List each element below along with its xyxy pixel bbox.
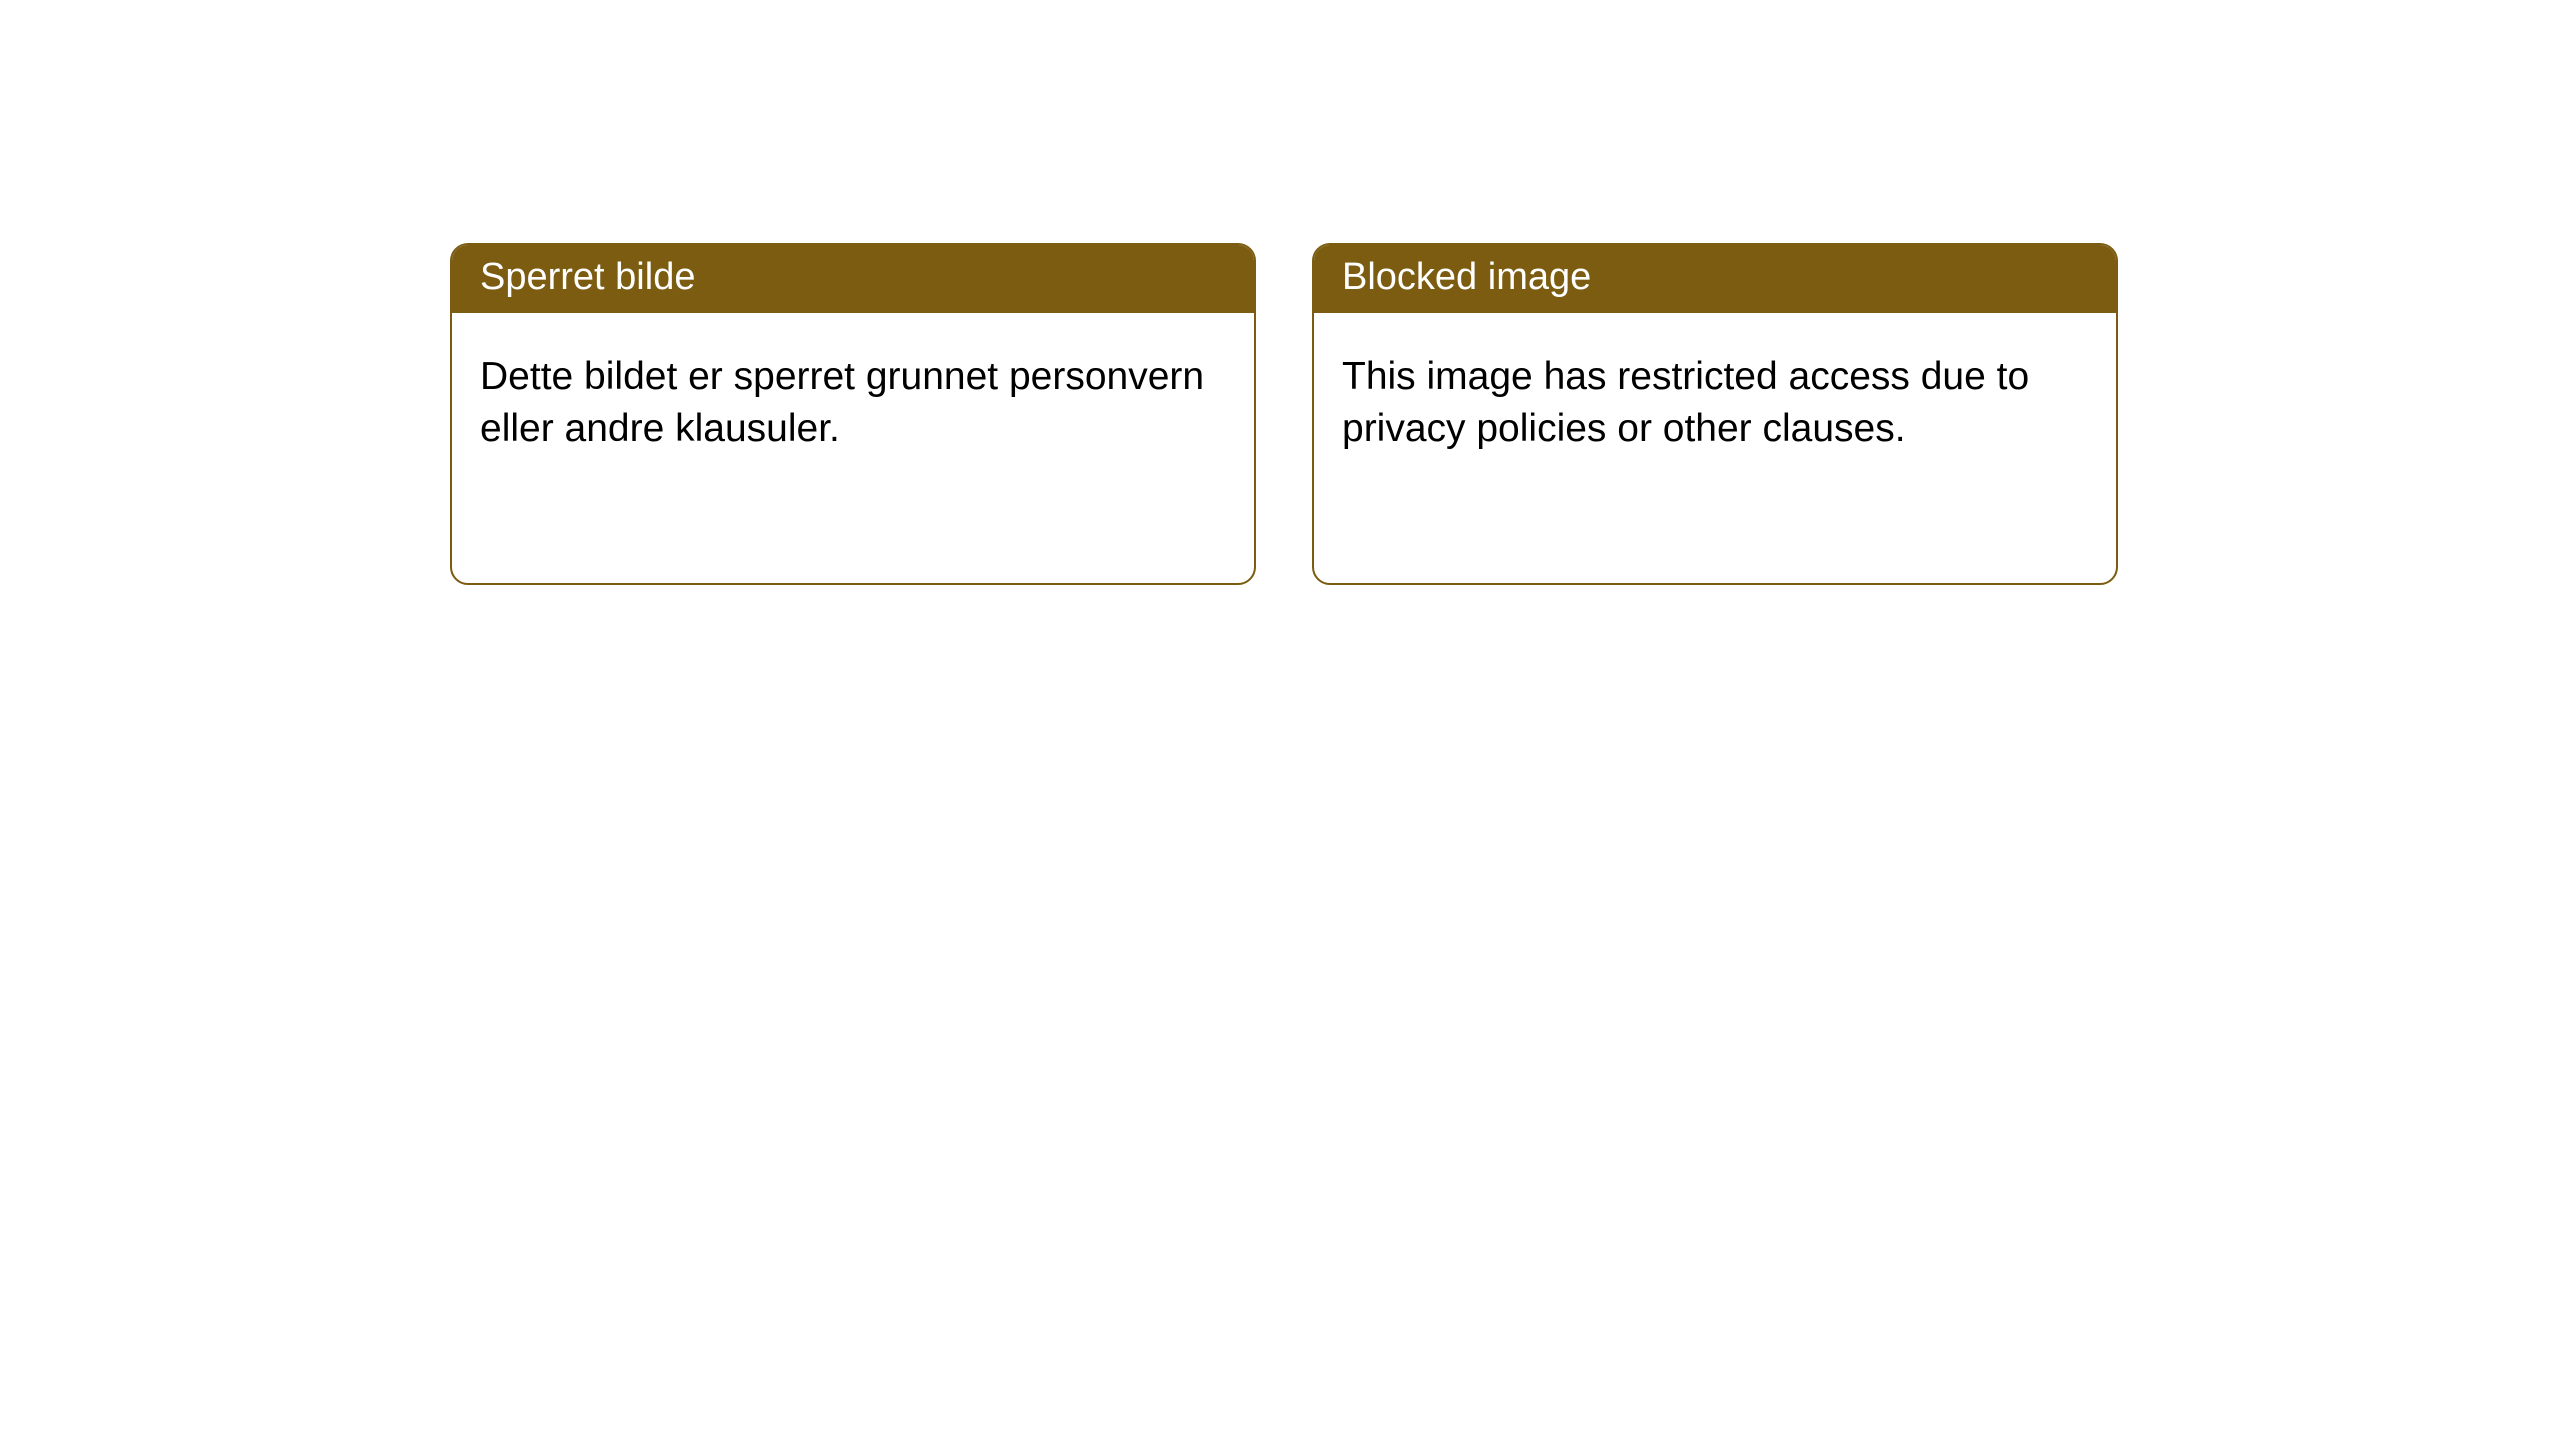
notice-box-english: Blocked image This image has restricted … <box>1312 243 2118 585</box>
notice-container: Sperret bilde Dette bildet er sperret gr… <box>450 243 2118 585</box>
notice-body: Dette bildet er sperret grunnet personve… <box>452 313 1254 583</box>
notice-title: Sperret bilde <box>452 245 1254 313</box>
notice-box-norwegian: Sperret bilde Dette bildet er sperret gr… <box>450 243 1256 585</box>
notice-body: This image has restricted access due to … <box>1314 313 2116 583</box>
notice-title: Blocked image <box>1314 245 2116 313</box>
